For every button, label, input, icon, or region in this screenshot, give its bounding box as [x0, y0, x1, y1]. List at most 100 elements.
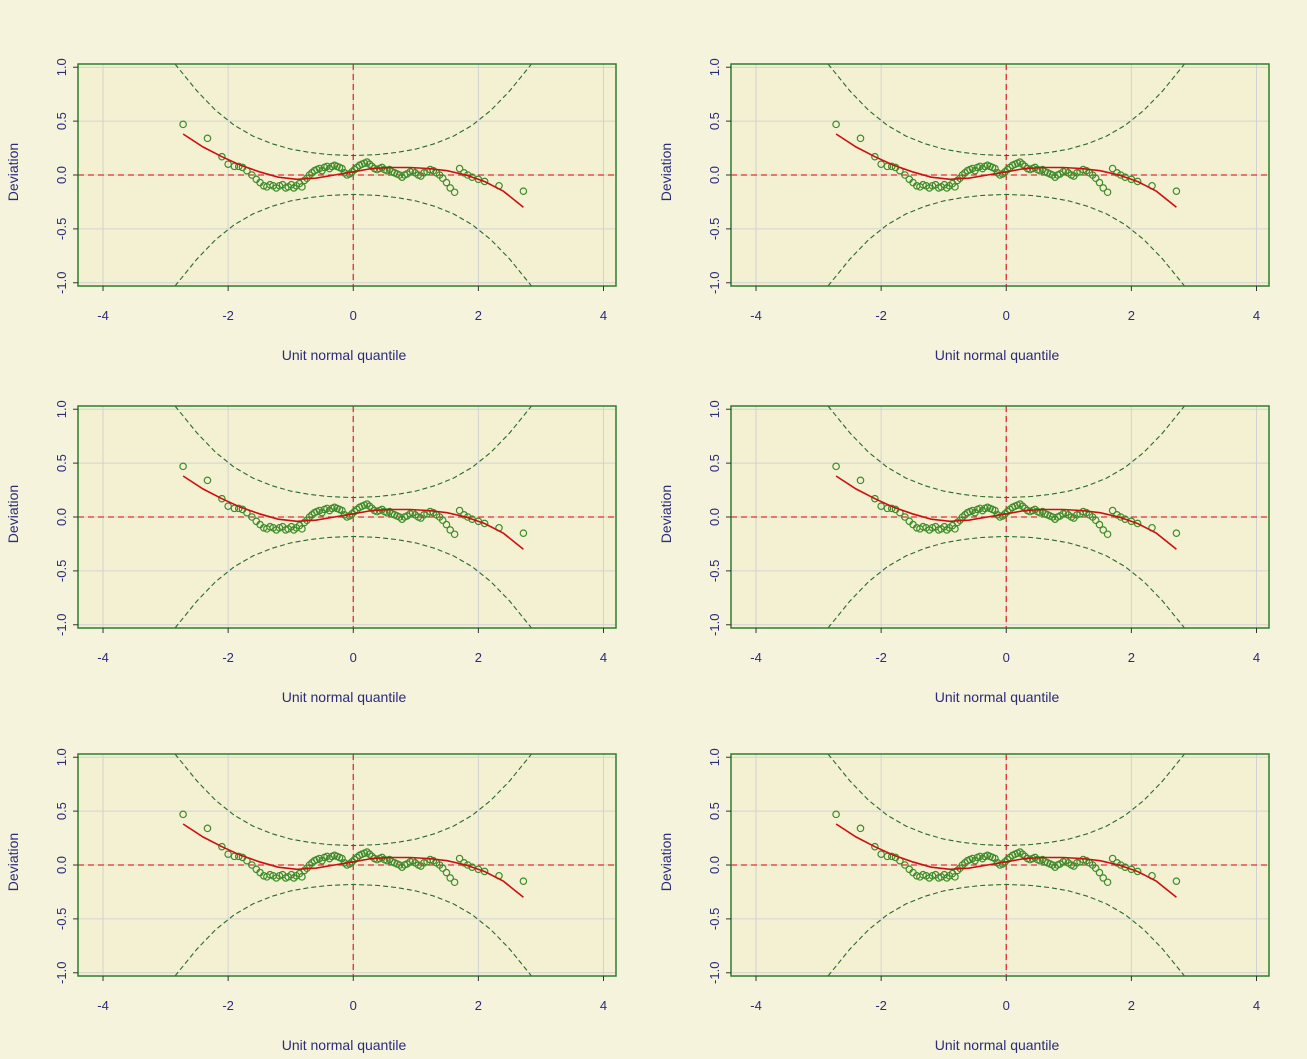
y-tick-label: 0.0	[707, 508, 722, 526]
confidence-band-lower	[827, 193, 1185, 286]
plot-content	[78, 754, 616, 976]
data-point	[442, 520, 451, 529]
y-tick-label: -1.0	[707, 614, 722, 636]
x-tick-label: 4	[600, 650, 607, 665]
x-tick-label: -2	[222, 998, 234, 1013]
data-point	[450, 188, 459, 197]
fit-curve	[835, 133, 1177, 208]
confidence-band-lower	[174, 883, 532, 976]
data-point	[298, 873, 306, 881]
y-tick-label: -0.5	[707, 908, 722, 930]
y-tick-label: 0.5	[54, 454, 69, 472]
x-tick-label: 0	[350, 650, 357, 665]
x-tick-label: 2	[475, 650, 482, 665]
data-point	[248, 171, 256, 179]
data-point	[218, 842, 226, 851]
confidence-band-upper	[174, 64, 532, 157]
y-tick-label: -1.0	[54, 614, 69, 636]
data-point	[248, 861, 256, 869]
fit-curve	[182, 133, 524, 208]
data-point	[480, 519, 489, 528]
x-tick-label: 4	[600, 998, 607, 1013]
x-tick-label: 4	[1253, 650, 1260, 665]
y-tick-label: -1.0	[54, 962, 69, 984]
qq-panel-1: -4 -2 0 2 4 -1.0 -0.5 0.0 0.5 1.0 Unit normal quan…	[5, 58, 617, 363]
confidence-band-upper	[174, 406, 532, 499]
data-point	[442, 868, 451, 877]
data-point	[1091, 864, 1100, 873]
y-axis-label: Deviation	[658, 143, 674, 201]
fit-curve	[835, 475, 1177, 550]
data-point	[298, 525, 306, 533]
y-tick-label: 0.0	[707, 856, 722, 874]
data-point	[455, 854, 464, 863]
x-axis-label: Unit normal quantile	[282, 689, 407, 705]
data-point	[298, 183, 306, 191]
data-point	[871, 842, 879, 851]
data-point	[1108, 164, 1117, 173]
data-point	[871, 494, 879, 503]
x-tick-label: -4	[750, 308, 762, 323]
plot-content	[731, 754, 1269, 976]
data-point	[1113, 169, 1121, 177]
data-point	[901, 171, 909, 179]
data-point	[1099, 526, 1108, 534]
y-tick-label: 0.0	[707, 166, 722, 184]
data-point	[179, 120, 187, 129]
x-tick-label: -2	[222, 308, 234, 323]
y-tick-label: 0.0	[54, 508, 69, 526]
data-point	[1103, 530, 1112, 539]
x-tick-label: -2	[222, 650, 234, 665]
data-point	[1133, 519, 1142, 528]
data-point	[438, 864, 447, 873]
y-axis-label: Deviation	[5, 833, 21, 891]
data-point	[203, 134, 212, 143]
x-tick-label: 0	[1003, 998, 1010, 1013]
data-point	[1172, 877, 1181, 885]
data-point	[519, 187, 528, 195]
x-tick-label: -4	[750, 650, 762, 665]
data-point	[1095, 868, 1104, 877]
data-point	[1108, 854, 1117, 863]
y-axis-label: Deviation	[5, 143, 21, 201]
data-point	[832, 462, 840, 471]
x-tick-label: 2	[1128, 998, 1135, 1013]
qq-panel-4: -4 -2 0 2 4 -1.0 -0.5 0.0 0.5 1.0 Unit normal quan…	[658, 400, 1270, 705]
y-tick-label: 1.0	[54, 400, 69, 418]
y-tick-label: -0.5	[707, 560, 722, 582]
x-tick-label: -2	[875, 650, 887, 665]
x-tick-label: 4	[1253, 998, 1260, 1013]
data-point	[871, 152, 879, 161]
data-point	[951, 183, 959, 191]
data-point	[1172, 529, 1181, 537]
data-point	[1133, 867, 1142, 876]
y-tick-label: 0.5	[54, 112, 69, 130]
data-point	[901, 861, 909, 869]
data-point	[480, 867, 489, 876]
data-point	[1091, 516, 1100, 525]
confidence-band-upper	[174, 754, 532, 847]
x-tick-label: -2	[875, 308, 887, 323]
data-point	[519, 529, 528, 537]
data-point	[438, 174, 447, 183]
data-point	[951, 525, 959, 533]
y-tick-label: 1.0	[54, 58, 69, 76]
x-tick-label: 2	[1128, 308, 1135, 323]
data-point	[446, 874, 455, 882]
data-point	[1133, 177, 1142, 186]
y-tick-label: 1.0	[707, 748, 722, 766]
confidence-band-upper	[827, 406, 1185, 499]
plot-content	[731, 406, 1269, 628]
qq-panel-2: -4 -2 0 2 4 -1.0 -0.5 0.0 0.5 1.0 Unit normal quan…	[658, 58, 1270, 363]
data-point	[1091, 174, 1100, 183]
y-axis-label: Deviation	[658, 485, 674, 543]
fit-curve	[182, 823, 524, 898]
y-tick-label: 1.0	[54, 748, 69, 766]
confidence-band-lower	[827, 535, 1185, 628]
x-tick-label: 2	[475, 308, 482, 323]
x-tick-label: 0	[1003, 650, 1010, 665]
confidence-band-lower	[174, 193, 532, 286]
data-point	[446, 526, 455, 534]
data-point	[450, 530, 459, 539]
data-point	[1099, 184, 1108, 192]
